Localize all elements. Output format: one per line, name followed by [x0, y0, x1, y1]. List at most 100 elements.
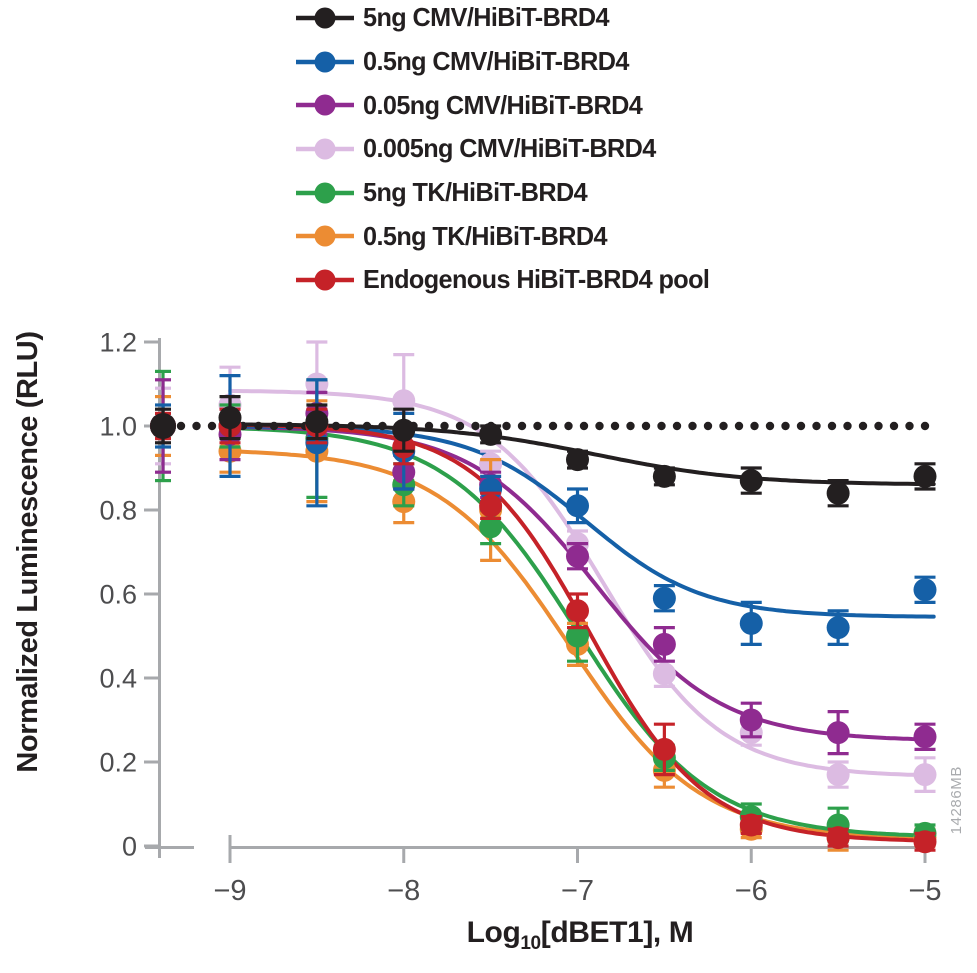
x-axis-title-suffix: [dBET1], M — [540, 916, 694, 949]
data-point — [479, 494, 503, 518]
legend-label: 5ng TK/HiBiT-BRD4 — [363, 177, 588, 208]
reference-line-dot — [858, 421, 868, 431]
legend-dot — [314, 225, 336, 247]
data-point — [913, 725, 937, 749]
y-tick-label: 0.8 — [99, 496, 137, 526]
data-point — [739, 813, 763, 837]
legend-item: Endogenous HiBiT-BRD4 pool — [296, 258, 720, 302]
data-point — [652, 632, 676, 656]
reference-line-dot — [812, 421, 821, 431]
data-point — [218, 406, 242, 430]
reference-line-dot — [595, 421, 604, 431]
reference-line-dot — [455, 421, 465, 431]
reference-line-dot — [781, 421, 790, 431]
reference-line-dot — [874, 421, 883, 431]
y-tick-label: 1.0 — [99, 412, 137, 442]
reference-line-dot — [719, 421, 728, 431]
legend-marker-icon — [296, 51, 354, 73]
reference-line-dot — [471, 421, 480, 431]
legend: 5ng CMV/HiBiT-BRD4 0.5ng CMV/HiBiT-BRD4 0.… — [296, 0, 720, 302]
data-point — [739, 469, 763, 493]
x-axis-title: Log10[dBET1], M — [230, 916, 930, 953]
reference-line-dot — [564, 421, 573, 431]
reference-line — [176, 421, 930, 431]
reference-line-dot — [905, 421, 914, 431]
data-point — [826, 826, 850, 850]
legend-dot — [314, 138, 336, 160]
reference-line-dot — [688, 421, 697, 431]
reference-line-dot — [641, 421, 651, 431]
reference-line-dot — [331, 421, 341, 431]
data-point — [566, 494, 589, 518]
reference-line-dot — [765, 421, 775, 431]
data-point — [826, 721, 850, 745]
x-axis-title-subscript: 10 — [520, 933, 541, 954]
x-axis-title-prefix: Log — [466, 916, 521, 949]
data-point — [826, 616, 850, 640]
data-point — [392, 389, 416, 413]
data-point — [913, 464, 937, 488]
legend-marker-icon — [296, 182, 354, 204]
reference-line-dot — [362, 421, 372, 431]
reference-line-dot — [440, 421, 449, 431]
reference-line-dot — [517, 421, 527, 431]
legend-marker-icon — [296, 7, 354, 29]
reference-line-dot — [207, 421, 217, 431]
data-point — [652, 464, 676, 488]
legend-label: 0.005ng CMV/HiBiT-BRD4 — [363, 133, 656, 164]
reference-line-dot — [796, 421, 806, 431]
reference-line-dot — [703, 421, 713, 431]
data-point — [479, 515, 503, 539]
legend-dot — [314, 7, 336, 29]
data-point — [392, 418, 416, 442]
reference-line-dot — [424, 421, 434, 431]
y-axis-title: Normalized Luminescence (RLU) — [12, 331, 44, 773]
data-point — [913, 763, 937, 787]
y-tick-label: 0.6 — [99, 580, 137, 610]
legend-label: Endogenous HiBiT-BRD4 pool — [363, 264, 710, 295]
reference-line-dot — [548, 421, 558, 431]
reference-line-dot — [176, 421, 186, 431]
data-point — [913, 578, 937, 602]
fit-curve — [228, 388, 936, 778]
y-tick-label: 0.2 — [99, 748, 137, 778]
y-tick-label: 0 — [122, 832, 137, 862]
data-point — [913, 830, 937, 854]
legend-dot — [314, 51, 336, 73]
data-point — [566, 544, 589, 568]
legend-label: 0.05ng CMV/HiBiT-BRD4 — [363, 89, 643, 120]
fit-curve — [228, 449, 936, 841]
fit-curve — [228, 424, 936, 742]
data-point — [739, 708, 763, 732]
reference-line-dot — [347, 421, 356, 431]
legend-item: 0.5ng TK/HiBiT-BRD4 — [296, 214, 720, 258]
data-point — [566, 448, 589, 472]
data-point — [479, 422, 503, 446]
data-point — [652, 662, 676, 686]
legend-item: 5ng CMV/HiBiT-BRD4 — [296, 0, 720, 40]
reference-line-dot — [843, 421, 852, 431]
data-point — [652, 737, 676, 761]
legend-item: 0.05ng CMV/HiBiT-BRD4 — [296, 83, 720, 127]
data-point — [652, 586, 676, 610]
reference-line-dot — [610, 421, 620, 431]
data-point — [566, 599, 589, 623]
data-point — [150, 413, 176, 439]
data-point — [305, 410, 329, 434]
reference-line-dot — [889, 421, 899, 431]
x-tick-label: −9 — [213, 875, 246, 907]
reference-line-dot — [920, 421, 930, 431]
reference-line-dot — [827, 421, 837, 431]
reference-line-dot — [192, 421, 201, 431]
legend-dot — [314, 269, 336, 291]
reference-line-dot — [378, 421, 387, 431]
y-tick-label: 0.4 — [99, 664, 137, 694]
legend-marker-icon — [296, 138, 354, 160]
legend-label: 0.5ng TK/HiBiT-BRD4 — [363, 220, 608, 251]
legend-item: 0.005ng CMV/HiBiT-BRD4 — [296, 127, 720, 171]
reference-line-dot — [533, 421, 542, 431]
legend-label: 5ng CMV/HiBiT-BRD4 — [363, 2, 610, 33]
reference-line-dot — [254, 421, 263, 431]
